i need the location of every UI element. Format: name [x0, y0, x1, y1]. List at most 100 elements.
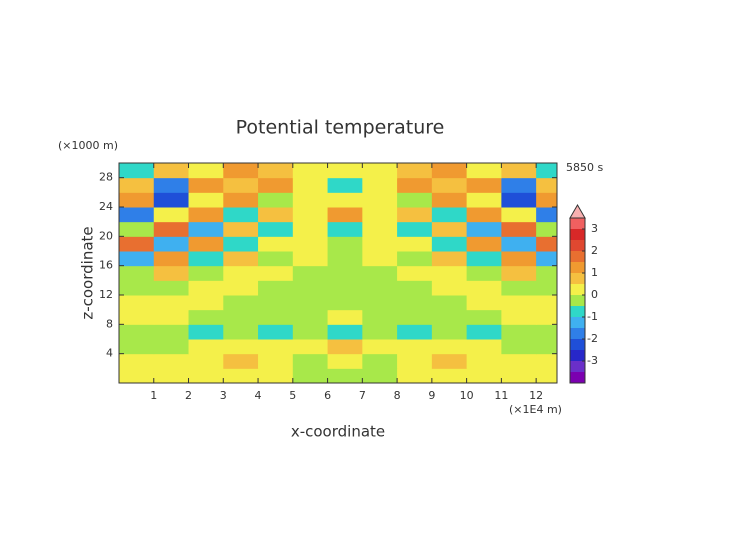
- cell: [119, 265, 155, 281]
- cell: [466, 353, 502, 369]
- colorbar-bin: [570, 306, 585, 317]
- cell: [397, 207, 433, 223]
- cell: [119, 353, 155, 369]
- colorbar-bin: [570, 229, 585, 240]
- cell: [397, 163, 433, 179]
- cell: [466, 368, 502, 383]
- cell: [258, 324, 294, 340]
- cell: [119, 236, 155, 252]
- colorbar-bin: [570, 361, 585, 372]
- cell: [292, 251, 329, 267]
- cell: [153, 353, 190, 369]
- cell: [362, 163, 398, 179]
- cell: [258, 177, 294, 193]
- cell: [119, 368, 155, 383]
- y-tick-label: 20: [99, 229, 113, 242]
- cell: [327, 309, 363, 325]
- cell: [327, 207, 363, 223]
- cell: [536, 163, 557, 179]
- cell: [119, 295, 155, 311]
- cell: [153, 280, 190, 296]
- cell: [466, 324, 502, 340]
- cell: [292, 368, 329, 383]
- cell: [327, 177, 363, 193]
- cell: [153, 192, 190, 208]
- cell: [362, 177, 398, 193]
- time-label: 5850 s: [566, 161, 603, 174]
- x-tick-label: 11: [494, 389, 508, 402]
- cell: [258, 163, 294, 179]
- cell: [223, 324, 259, 340]
- cell: [188, 353, 224, 369]
- cell: [362, 207, 398, 223]
- x-tick-label: 1: [150, 389, 157, 402]
- x-tick-label: 2: [185, 389, 192, 402]
- cell: [258, 265, 294, 281]
- cell: [466, 280, 502, 296]
- cell: [119, 192, 155, 208]
- cell: [431, 309, 468, 325]
- colorbar-frame: [569, 217, 586, 384]
- cell: [397, 236, 433, 252]
- cell: [501, 207, 537, 223]
- cell: [223, 207, 259, 223]
- cell: [466, 177, 502, 193]
- cell: [431, 236, 468, 252]
- cell: [153, 251, 190, 267]
- cell: [327, 324, 363, 340]
- cell: [153, 177, 190, 193]
- y-unit: (×1000 m): [58, 139, 118, 152]
- cell: [153, 207, 190, 223]
- cell: [258, 353, 294, 369]
- cell: [292, 221, 329, 237]
- cell: [536, 324, 557, 340]
- y-tick-label: 8: [106, 317, 113, 330]
- cell: [153, 339, 190, 355]
- colorbar-bin: [570, 218, 585, 229]
- cell: [188, 207, 224, 223]
- cell: [466, 192, 502, 208]
- cell: [188, 295, 224, 311]
- cell: [327, 339, 363, 355]
- cell: [362, 221, 398, 237]
- colorbar-bin: [570, 317, 585, 328]
- cell: [188, 221, 224, 237]
- cell: [258, 207, 294, 223]
- cell: [536, 280, 557, 296]
- cell: [362, 236, 398, 252]
- cell: [501, 163, 537, 179]
- y-tick-label: 24: [99, 200, 113, 213]
- plot-frame: [118, 162, 558, 384]
- cell: [466, 221, 502, 237]
- cell: [397, 295, 433, 311]
- cell: [292, 177, 329, 193]
- cell: [258, 221, 294, 237]
- cell: [501, 251, 537, 267]
- cell: [119, 280, 155, 296]
- cell: [536, 265, 557, 281]
- cell: [258, 309, 294, 325]
- cell: [362, 280, 398, 296]
- colorbar-tick-label: -2: [587, 332, 598, 345]
- chart-title: Potential temperature: [236, 117, 445, 139]
- cell: [327, 163, 363, 179]
- y-tick-label: 4: [106, 347, 113, 360]
- cell: [501, 324, 537, 340]
- cell: [466, 236, 502, 252]
- cell: [536, 368, 557, 383]
- colorbar-tick-label: -1: [587, 310, 598, 323]
- cell: [362, 324, 398, 340]
- cell: [188, 163, 224, 179]
- cell: [397, 265, 433, 281]
- cell: [431, 324, 468, 340]
- cell: [466, 265, 502, 281]
- cell: [501, 368, 537, 383]
- colorbar-tick-label: 3: [591, 222, 598, 235]
- cell: [397, 251, 433, 267]
- cell: [466, 163, 502, 179]
- cell: [327, 353, 363, 369]
- cell: [431, 221, 468, 237]
- cell: [223, 163, 259, 179]
- cell: [119, 177, 155, 193]
- cell: [536, 309, 557, 325]
